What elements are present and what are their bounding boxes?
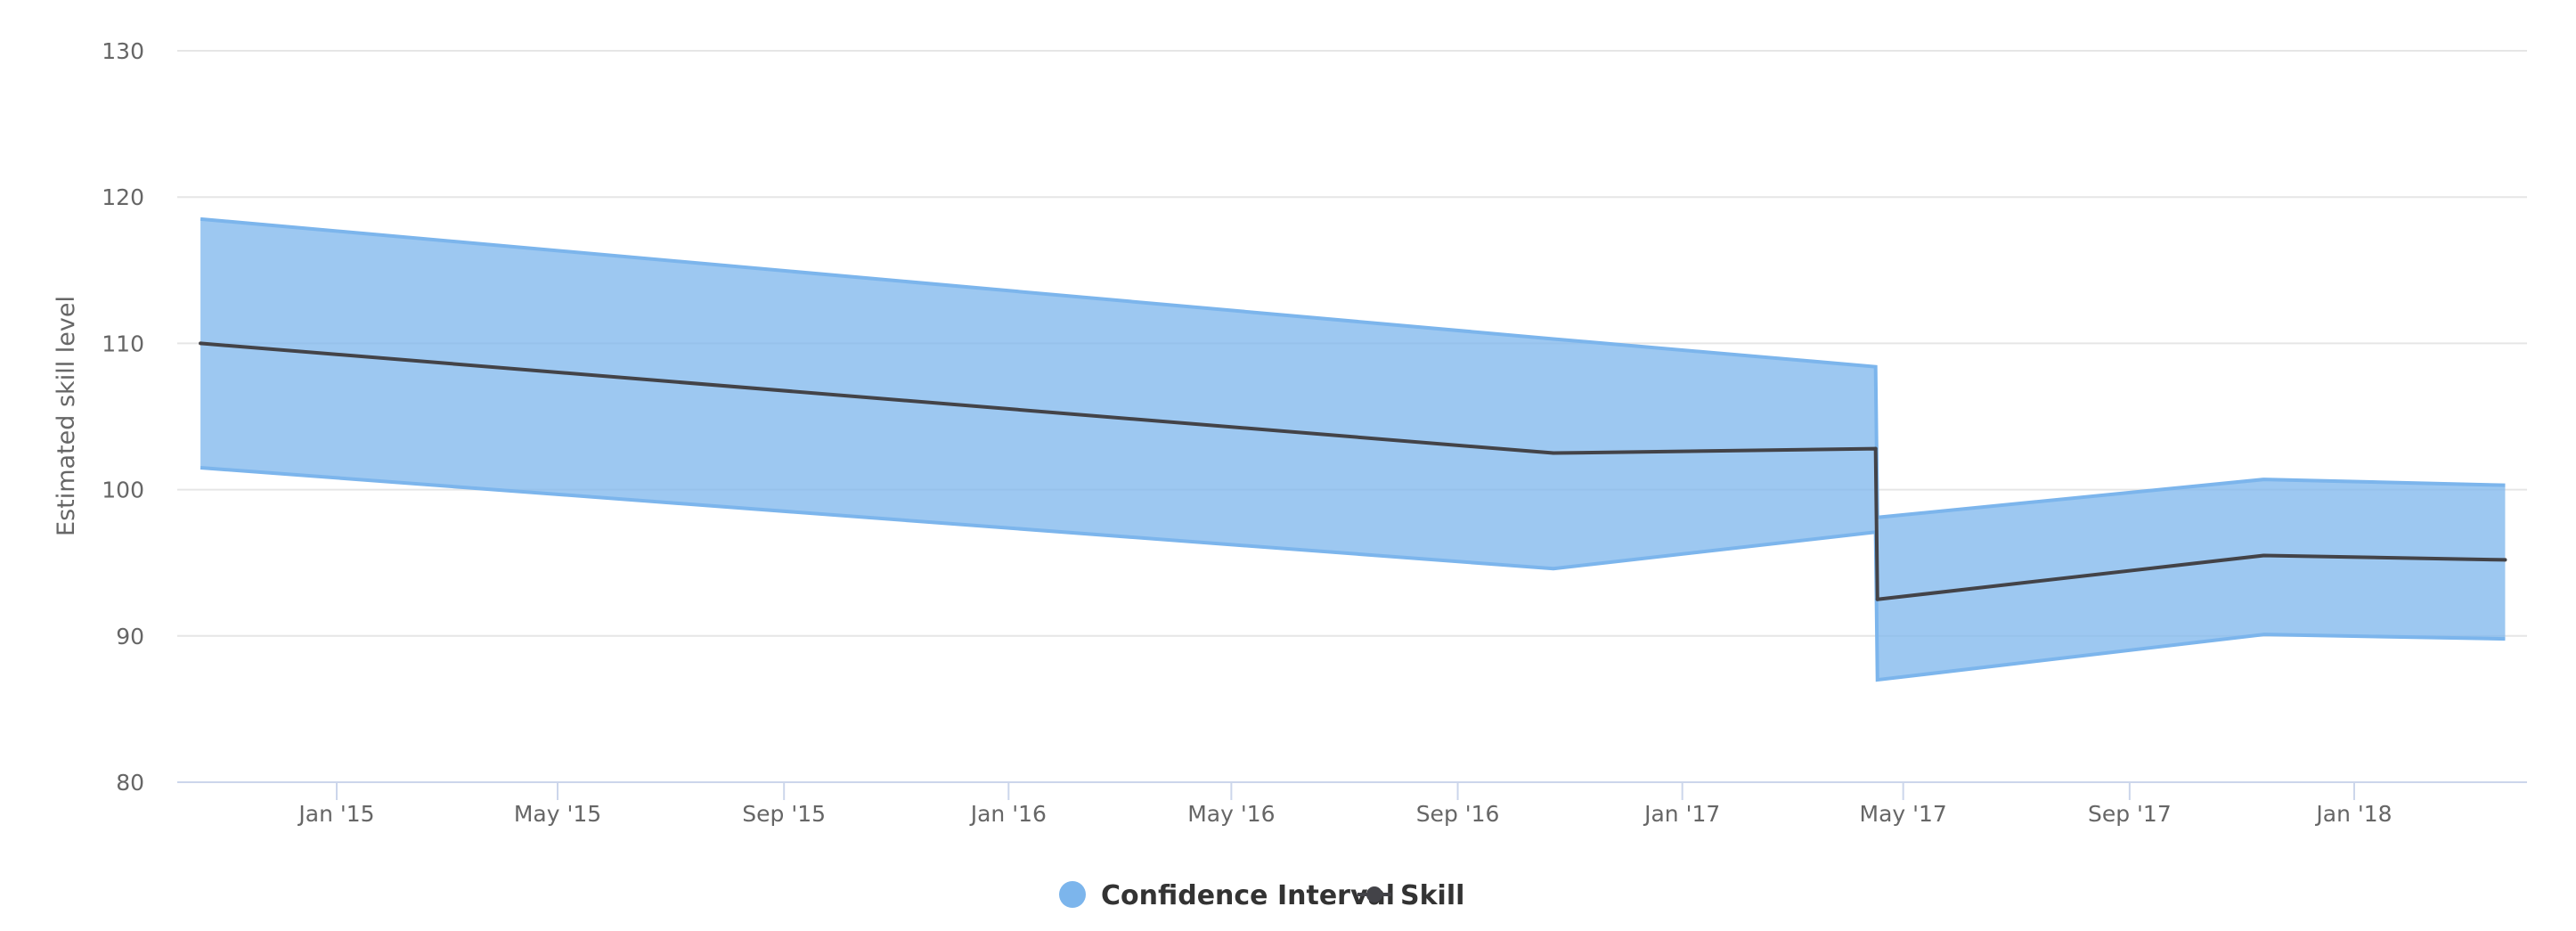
confidence-interval-area	[200, 218, 2506, 681]
skill-point[interactable]	[199, 341, 203, 346]
confidence-interval-upper-line	[200, 216, 2506, 520]
x-tick-label: Jan '17	[1643, 801, 1720, 827]
x-tick-label: Jan '15	[297, 801, 374, 827]
skill-point[interactable]	[1552, 451, 1556, 455]
y-tick-label: 120	[102, 184, 144, 210]
skill-line	[200, 341, 2506, 601]
legend-label-skill: Skill	[1400, 880, 1464, 911]
skill-point[interactable]	[2262, 553, 2266, 558]
y-tick-label: 110	[102, 331, 144, 356]
skill-point[interactable]	[2503, 558, 2507, 562]
x-tick-label: May '17	[1860, 801, 1947, 827]
x-tick-label: Jan '16	[969, 801, 1047, 827]
legend-item-skill[interactable]: Skill	[1357, 880, 1464, 911]
y-axis-ticks: 80 90 100 110 120 130	[102, 38, 144, 796]
y-tick-label: 80	[116, 770, 144, 796]
x-tick-label: May '16	[1187, 801, 1275, 827]
legend-label-confidence-interval: Confidence Interval	[1101, 880, 1395, 911]
confidence-interval-lower-line	[200, 465, 2506, 682]
skill-point[interactable]	[1875, 597, 1879, 601]
x-tick-label: Sep '17	[2088, 801, 2172, 827]
legend-item-confidence-interval[interactable]: Confidence Interval	[1059, 880, 1395, 911]
y-tick-label: 90	[116, 624, 144, 649]
confidence-interval-legend-icon	[1059, 881, 1086, 908]
y-tick-label: 130	[102, 38, 144, 64]
x-tick-label: Jan '18	[2314, 801, 2392, 827]
skill-point[interactable]	[1873, 446, 1878, 451]
x-tick-label: Sep '16	[1416, 801, 1500, 827]
series-group	[199, 216, 2507, 682]
x-tick-label: May '15	[514, 801, 601, 827]
skill-legend-marker-icon	[1366, 886, 1382, 902]
x-tick-label: Sep '15	[742, 801, 826, 827]
x-axis: Jan '15 May '15 Sep '15 Jan '16 May '16 Sep '…	[177, 781, 2527, 827]
y-tick-label: 100	[102, 478, 144, 503]
legend: Confidence Interval Skill	[1059, 880, 1464, 911]
y-axis-title: Estimated skill level	[53, 296, 80, 536]
